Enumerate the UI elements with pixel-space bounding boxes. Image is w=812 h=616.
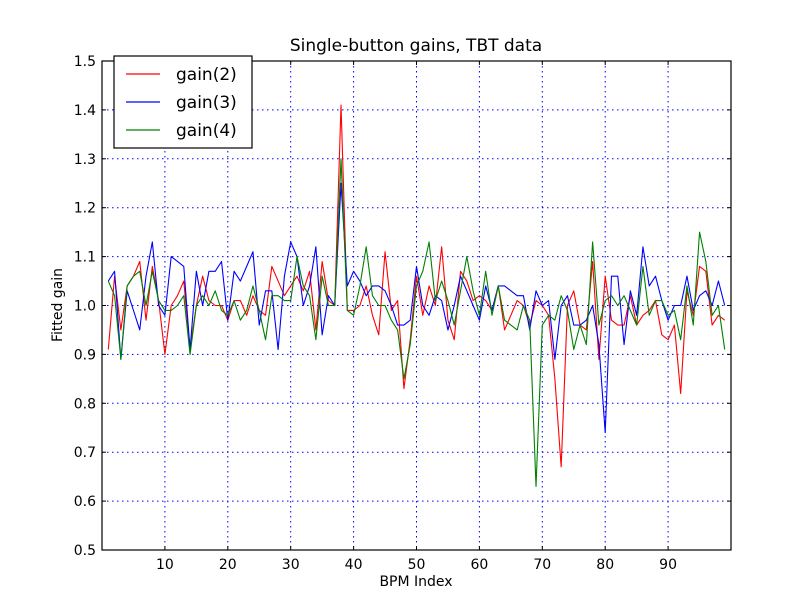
y-tick-label: 1.1 — [74, 250, 96, 266]
legend-label: gain(2) — [176, 65, 237, 85]
axis-ticks: 10 20 30 40 50 60 70 80 90 0.5 0.6 0.7 0.8 0.9 1.0 1.1 1… — [74, 54, 731, 573]
x-tick-label: 70 — [533, 557, 551, 573]
y-tick-label: 1.2 — [74, 201, 96, 217]
legend-label: gain(3) — [176, 93, 237, 113]
y-tick-label: 1.5 — [74, 54, 96, 70]
chart-title: Single-button gains, TBT data — [290, 36, 542, 56]
y-tick-label: 0.5 — [74, 543, 96, 559]
x-tick-label: 60 — [470, 557, 488, 573]
x-axis-label: BPM Index — [379, 574, 452, 590]
y-tick-label: 0.7 — [74, 445, 96, 461]
y-axis-label: Fitted gain — [50, 268, 66, 342]
series-line-gain(3) — [107, 182, 726, 434]
y-tick-label: 1.3 — [74, 152, 96, 168]
x-tick-label: 90 — [659, 557, 677, 573]
x-tick-label: 30 — [282, 557, 300, 573]
y-tick-label: 0.9 — [74, 347, 96, 363]
x-tick-label: 80 — [596, 557, 614, 573]
y-tick-label: 0.6 — [74, 494, 96, 510]
y-tick-label: 0.8 — [74, 396, 96, 412]
y-tick-label: 1.0 — [74, 299, 96, 315]
series-line-gain(4) — [107, 158, 726, 487]
legend: gain(2) gain(3) gain(4) — [113, 55, 253, 149]
legend-label: gain(4) — [176, 121, 237, 141]
series-layer — [107, 104, 726, 487]
x-tick-label: 50 — [408, 557, 426, 573]
x-tick-label: 40 — [345, 557, 363, 573]
x-tick-label: 10 — [156, 557, 174, 573]
x-tick-label: 20 — [219, 557, 237, 573]
y-tick-label: 1.4 — [74, 103, 96, 119]
